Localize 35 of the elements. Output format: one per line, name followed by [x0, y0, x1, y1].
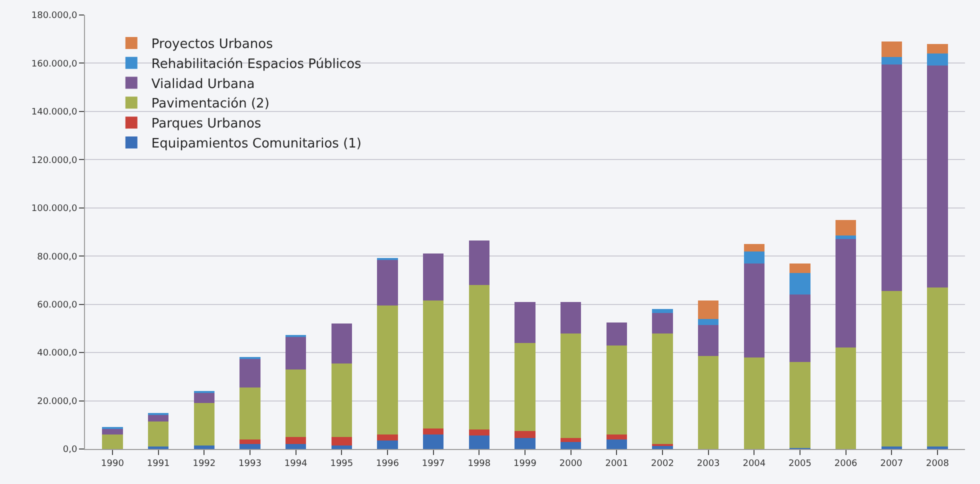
- legend-label: Proyectos Urbanos: [151, 37, 274, 52]
- x-tick-label: 2008: [926, 458, 950, 469]
- x-tick-label: 2002: [651, 458, 674, 469]
- y-tick-label: 80.000,0: [37, 252, 78, 262]
- x-tick-label: 1999: [514, 458, 537, 469]
- x-tick-label: 1990: [101, 458, 124, 469]
- y-tick-label: 20.000,0: [37, 396, 78, 407]
- x-tick-label: 2007: [880, 458, 904, 469]
- y-tick-label: 100.000,0: [31, 204, 78, 214]
- x-tick-label: 2006: [834, 458, 858, 469]
- x-tick-label: 1994: [284, 458, 308, 469]
- x-tick-label: 2004: [742, 458, 766, 469]
- x-tick-label: 1991: [146, 458, 170, 469]
- legend-label: Rehabilitación Espacios Públicos: [151, 56, 362, 72]
- y-tick-label: 160.000,0: [31, 59, 78, 70]
- x-tick-label: 1998: [468, 458, 491, 469]
- x-tick-label: 1995: [330, 458, 354, 469]
- x-tick-label: 1992: [192, 458, 216, 469]
- y-tick-label: 0,0: [62, 445, 78, 456]
- x-tick-label: 2003: [696, 458, 720, 469]
- x-tick-label: 2005: [788, 458, 812, 469]
- y-tick-label: 140.000,0: [31, 108, 78, 118]
- legend-label: Pavimentación (2): [151, 96, 270, 112]
- y-tick-label: 40.000,0: [37, 348, 78, 359]
- y-tick-label: 180.000,0: [31, 11, 78, 22]
- x-tick-label: 2000: [559, 458, 583, 469]
- legend-label: Equipamientos Comunitarios (1): [151, 136, 362, 152]
- legend-label: Parques Urbanos: [151, 116, 262, 132]
- x-tick-label: 1993: [238, 458, 262, 469]
- x-tick-label: 2001: [605, 458, 628, 469]
- x-tick-label: 1996: [376, 458, 400, 469]
- y-tick-label: 60.000,0: [37, 300, 78, 310]
- legend-label: Vialidad Urbana: [151, 76, 255, 92]
- y-tick-label: 120.000,0: [31, 156, 78, 166]
- x-tick-label: 1997: [422, 458, 445, 469]
